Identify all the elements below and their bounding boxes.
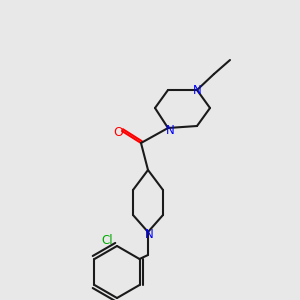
Text: N: N — [145, 227, 153, 241]
Text: Cl: Cl — [101, 233, 113, 247]
Text: N: N — [193, 83, 201, 97]
Text: O: O — [113, 127, 123, 140]
Text: N: N — [166, 124, 174, 136]
